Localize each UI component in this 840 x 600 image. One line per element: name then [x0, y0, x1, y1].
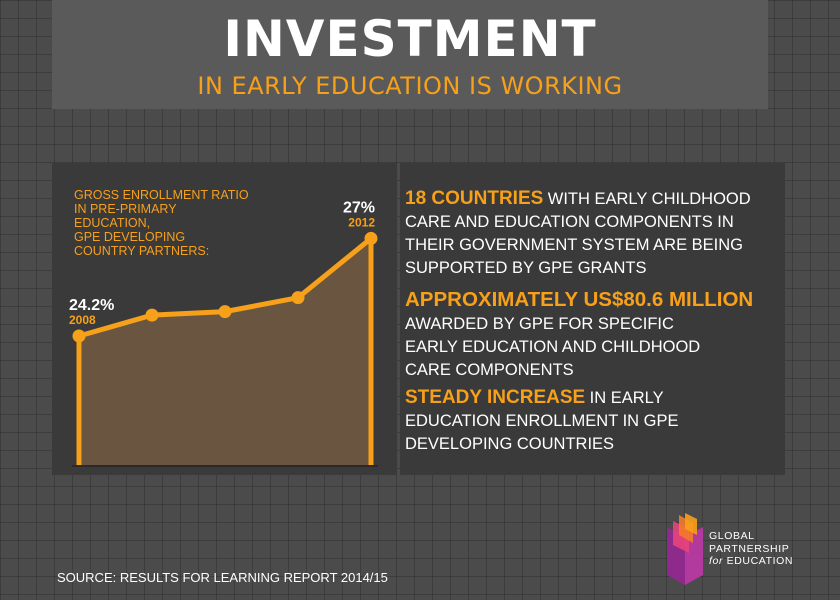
stat-countries: 18 COUNTRIES WITH EARLY CHILDHOOD CARE A… — [405, 187, 785, 280]
chart-data-point — [72, 329, 86, 343]
chart-data-point — [218, 305, 232, 319]
stat-text: EDUCATION ENROLLMENT IN GPE — [405, 412, 679, 430]
page-subtitle: IN EARLY EDUCATION IS WORKING — [197, 72, 623, 100]
logo-line: PARTNERSHIP — [709, 542, 790, 555]
chart-year-label: 2008 — [69, 313, 96, 327]
chart-panel: GROSS ENROLLMENT RATIO IN PRE-PRIMARY ED… — [52, 163, 397, 475]
logo-line: GLOBAL — [709, 530, 755, 542]
chart-data-point — [145, 308, 159, 322]
chart-title-line: GROSS ENROLLMENT RATIO — [74, 188, 249, 202]
chart-data-point — [291, 291, 305, 305]
logo-line: EDUCATION — [726, 555, 794, 567]
stat-text: DEVELOPING COUNTRIES — [405, 435, 615, 453]
stat-text: AWARDED BY GPE FOR SPECIFIC — [405, 315, 674, 333]
chart-year-label: 2012 — [348, 215, 375, 229]
logo-line-italic: for — [709, 555, 724, 567]
stat-increase: STEADY INCREASE IN EARLY EDUCATION ENROL… — [405, 386, 785, 456]
chart-title-line: GPE DEVELOPING — [74, 230, 186, 244]
chart-data-point — [364, 231, 378, 245]
source-note: SOURCE: RESULTS FOR LEARNING REPORT 2014… — [57, 570, 388, 585]
header-banner: INVESTMENT IN EARLY EDUCATION IS WORKING — [52, 0, 768, 109]
chart-value-label: 27% — [343, 199, 375, 216]
stats-panel: 18 COUNTRIES WITH EARLY CHILDHOOD CARE A… — [400, 163, 785, 475]
stat-text: CARE AND EDUCATION COMPONENTS IN — [405, 213, 734, 231]
stat-text: SUPPORTED BY GPE GRANTS — [405, 259, 647, 277]
stat-highlight: STEADY INCREASE — [405, 387, 586, 408]
gpe-logo-icon — [667, 513, 703, 585]
stat-text: IN EARLY — [589, 389, 664, 407]
chart-area-fill — [79, 238, 371, 465]
stat-text: EARLY EDUCATION AND CHILDHOOD — [405, 338, 701, 356]
stat-text: CARE COMPONENTS — [405, 361, 574, 379]
page-title: INVESTMENT — [223, 10, 597, 68]
stat-funding: APPROXIMATELY US$80.6 MILLION AWARDED BY… — [405, 287, 785, 382]
enrollment-area-chart: 24.2%2008 27%2012 — [69, 199, 378, 467]
gpe-logo-text: GLOBAL PARTNERSHIP for EDUCATION — [709, 530, 793, 568]
chart-title-line: IN PRE-PRIMARY EDUCATION, — [74, 202, 177, 230]
stat-text: WITH EARLY CHILDHOOD — [547, 190, 751, 208]
chart-title-line: COUNTRY PARTNERS: — [74, 244, 210, 258]
stat-highlight: 18 COUNTRIES — [405, 188, 544, 209]
chart-title: GROSS ENROLLMENT RATIO IN PRE-PRIMARY ED… — [74, 188, 254, 258]
chart-value-label: 24.2% — [69, 297, 114, 314]
stat-highlight: APPROXIMATELY US$80.6 MILLION — [405, 288, 754, 311]
stat-text: THEIR GOVERNMENT SYSTEM ARE BEING — [405, 236, 744, 254]
